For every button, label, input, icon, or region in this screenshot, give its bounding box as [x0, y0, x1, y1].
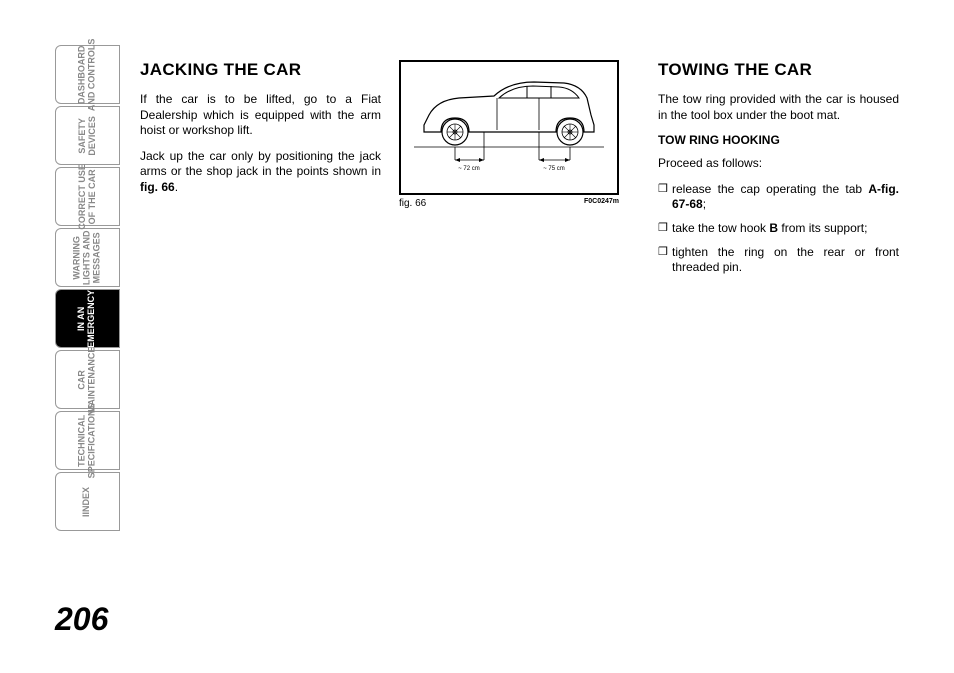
tab-warning-lights[interactable]: WARNING LIGHTS AND MESSAGES [55, 228, 120, 287]
tab-label: TECHNICAL SPECIFICATIONS [78, 403, 98, 478]
tab-safety-devices[interactable]: SAFETY DEVICES [55, 106, 120, 165]
page-number: 206 [55, 601, 108, 638]
figure-66-car-diagram: ~ 72 cm ~ 75 cm [399, 60, 619, 195]
tab-label: IINDEX [83, 486, 93, 516]
svg-text:~ 72 cm: ~ 72 cm [458, 166, 480, 172]
tab-car-maintenance[interactable]: CAR MAINTENANCE [55, 350, 120, 409]
list-item: release the cap operating the tab A-fig.… [658, 182, 899, 213]
figure-reference-code: F0C0247m [584, 198, 619, 209]
column-right: TOWING THE CAR The tow ring provided wit… [658, 60, 899, 618]
text: take the tow hook [672, 221, 769, 235]
text: ; [703, 197, 706, 211]
text: . [175, 180, 178, 194]
list-item: tighten the ring on the rear or front th… [658, 245, 899, 276]
text: from its support; [778, 221, 867, 235]
subheading-tow-ring: TOW RING HOOKING [658, 133, 899, 147]
reference-bold: B [769, 221, 778, 235]
figure-number-label: fig. 66 [399, 198, 426, 209]
paragraph: Jack up the car only by positioning the … [140, 149, 381, 196]
tab-label: WARNING LIGHTS AND MESSAGES [73, 230, 103, 285]
tab-technical-specs[interactable]: TECHNICAL SPECIFICATIONS [55, 411, 120, 470]
figure-caption-row: fig. 66 F0C0247m [399, 198, 619, 209]
tab-correct-use[interactable]: CORRECT USE OF THE CAR [55, 167, 120, 226]
tab-label: IN AN EMERGENCY [78, 289, 98, 347]
list-item: take the tow hook B from its support; [658, 221, 899, 237]
tab-label: DASHBOARD AND CONTROLS [78, 38, 98, 111]
column-middle: ~ 72 cm ~ 75 cm fig. 66 F0C0247m [399, 60, 640, 618]
side-navigation-tabs: DASHBOARD AND CONTROLS SAFETY DEVICES CO… [55, 45, 120, 628]
paragraph: If the car is to be lifted, go to a Fiat… [140, 92, 381, 139]
tab-label: CORRECT USE OF THE CAR [78, 164, 98, 230]
heading-towing: TOWING THE CAR [658, 60, 899, 80]
text: Jack up the car only by positioning the … [140, 149, 381, 179]
page-content: JACKING THE CAR If the car is to be lift… [140, 60, 899, 618]
tab-in-an-emergency[interactable]: IN AN EMERGENCY [55, 289, 120, 348]
heading-jacking: JACKING THE CAR [140, 60, 381, 80]
column-left: JACKING THE CAR If the car is to be lift… [140, 60, 381, 618]
tab-label: SAFETY DEVICES [78, 116, 98, 156]
paragraph: Proceed as follows: [658, 156, 899, 172]
car-jack-points-icon: ~ 72 cm ~ 75 cm [409, 70, 609, 185]
text: release the cap operating the tab [672, 182, 868, 196]
tab-dashboard-controls[interactable]: DASHBOARD AND CONTROLS [55, 45, 120, 104]
svg-text:~ 75 cm: ~ 75 cm [543, 166, 565, 172]
paragraph: The tow ring provided with the car is ho… [658, 92, 899, 123]
figure-reference: fig. 66 [140, 180, 175, 194]
tab-index[interactable]: IINDEX [55, 472, 120, 531]
